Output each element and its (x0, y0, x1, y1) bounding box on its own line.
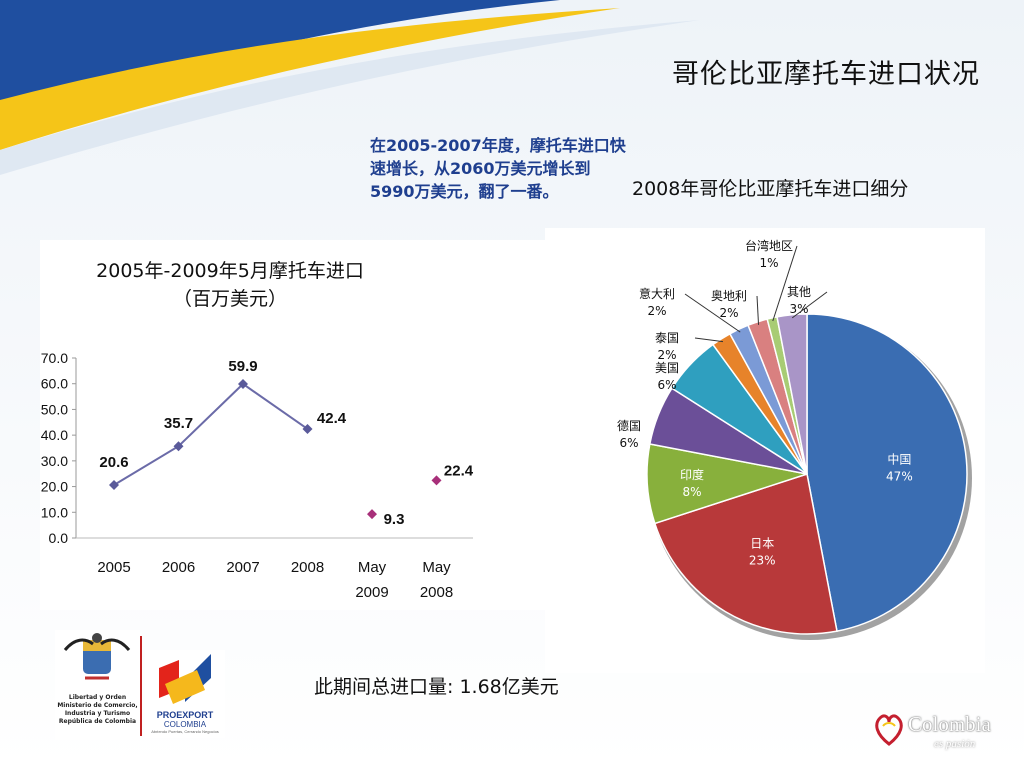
line-chart-panel (40, 240, 545, 610)
ministry-text: Libertad y Orden Ministerio de Comercio,… (55, 694, 140, 726)
x-tick-label: 2007 (226, 559, 259, 576)
proexport-logo: PROEXPORT COLOMBIA Abriendo Puertas, Cer… (145, 650, 225, 738)
x-tick-label: 2005 (97, 559, 130, 576)
data-point-marker (173, 441, 184, 452)
proexport-name: PROEXPORT (156, 710, 214, 720)
y-tick-label: 20.0 (41, 479, 68, 495)
leader-line (694, 337, 724, 343)
slice-pct: 2% (647, 304, 666, 318)
y-tick-label: 30.0 (41, 453, 68, 469)
yellow-stripe (0, 8, 620, 150)
y-tick-label: 0.0 (49, 530, 69, 546)
y-tick-label: 40.0 (41, 427, 68, 443)
x-tick-label: 2008 (420, 584, 453, 601)
y-tick-label: 70.0 (41, 350, 68, 366)
slice-pct: 1% (759, 256, 778, 270)
ministry-logo: Libertad y Orden Ministerio de Comercio,… (55, 630, 140, 740)
pie-slice (653, 473, 838, 635)
ministry-line-3: Industria y Turismo (64, 710, 131, 717)
line-chart-title-block: 2005年-2009年5月摩托车进口 （百万美元） (40, 257, 420, 313)
slice-label: 印度 (680, 467, 704, 482)
line-chart-subtitle: （百万美元） (172, 288, 287, 310)
line-chart-title: 2005年-2009年5月摩托车进口 (96, 260, 364, 282)
leader-line (756, 295, 760, 325)
page-title: 哥伦比亚摩托车进口状况 (672, 59, 980, 90)
data-label: 9.3 (384, 511, 405, 528)
series-line (113, 382, 309, 486)
proexport-country: COLOMBIA (163, 720, 207, 729)
data-label: 35.7 (164, 415, 193, 432)
slice-label: 泰国 (655, 331, 679, 345)
x-tick-label: May (422, 559, 451, 576)
slice-pct: 6% (619, 436, 638, 450)
slice-label: 奥地利 (711, 289, 747, 303)
slice-pct: 2% (719, 306, 738, 320)
ministry-line-4: República de Colombia (58, 718, 137, 725)
data-point-marker (431, 475, 442, 486)
y-tick-label: 10.0 (41, 504, 68, 520)
slice-pct: 6% (657, 378, 676, 392)
slice-label: 美国 (655, 361, 679, 375)
leader-line (772, 245, 798, 322)
data-label: 20.6 (99, 454, 128, 471)
data-point-marker (238, 378, 248, 389)
slice-label: 其他 (787, 285, 811, 299)
data-label: 59.9 (228, 358, 257, 375)
colombia-tagline: es pasión (934, 738, 976, 750)
logo-divider (140, 636, 142, 736)
colombia-brand-logo: Colombia es pasión (872, 706, 1012, 756)
data-point-marker (367, 509, 377, 520)
x-tick-label: May (358, 559, 387, 576)
data-point-marker (109, 480, 119, 491)
data-label: 22.4 (444, 462, 474, 479)
ministry-line-2: Ministerio de Comercio, (57, 702, 138, 709)
leader-line (684, 293, 741, 333)
pie-slice (776, 313, 808, 475)
proexport-tagline: Abriendo Puertas, Cerrando Negocios (151, 729, 219, 734)
data-label: 42.4 (317, 410, 347, 427)
x-tick-label: 2008 (291, 559, 324, 576)
y-tick-label: 50.0 (41, 401, 68, 417)
data-point-marker (302, 423, 313, 434)
slice-pct: 8% (683, 485, 702, 499)
total-imports: 此期间总进口量: 1.68亿美元 (314, 676, 559, 698)
slice-label: 日本 (750, 537, 774, 551)
blue-stripe (0, 0, 560, 120)
x-tick-label: 2006 (162, 559, 195, 576)
slice-label: 台湾地区 (745, 238, 793, 253)
slice-pct: 3% (789, 302, 808, 316)
annotation-note: 在2005-2007年度，摩托车进口快速增长，从2060万美元增长到5990万美… (370, 136, 626, 201)
y-tick-label: 60.0 (41, 376, 68, 392)
slice-pct: 23% (749, 554, 776, 568)
x-tick-label: 2009 (355, 584, 388, 601)
colombia-wordmark: Colombia (908, 712, 991, 736)
slice-label: 意大利 (639, 286, 675, 301)
slice-label: 德国 (617, 418, 641, 433)
pie-chart: 中国 47% 日本 23% 印度 8% 德国 6% 美国 6% 泰国 2% 意大利 2% 奥地利 2% 台湾地区… (617, 238, 972, 640)
pie-chart-title: 2008年哥伦比亚摩托车进口细分 (632, 178, 909, 200)
leader-line (791, 291, 828, 319)
ministry-line-1: Libertad y Orden (68, 694, 127, 701)
proexport-emblem-icon (159, 654, 211, 704)
slice-label: 中国 (887, 451, 911, 466)
slice-pct: 2% (657, 348, 676, 362)
line-chart: 70.0 60.0 50.0 40.0 30.0 20.0 10.0 0.0 2005 2006 2… (41, 350, 474, 601)
slice-pct: 47% (886, 469, 913, 483)
heart-swirl-icon (875, 714, 903, 746)
pie-slice (806, 313, 968, 633)
coat-of-arms-icon (63, 633, 131, 680)
